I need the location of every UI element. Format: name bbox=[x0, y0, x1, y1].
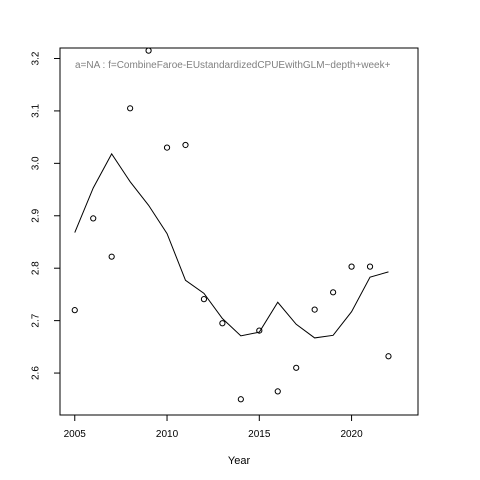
data-point bbox=[127, 105, 134, 112]
data-point bbox=[348, 263, 355, 270]
data-point bbox=[293, 364, 300, 371]
y-tick-label: 2.9 bbox=[31, 208, 42, 222]
y-axis: 2.6 2.7 2.8 2.9 3.0 3.1 3.2 bbox=[31, 51, 61, 380]
data-point bbox=[145, 47, 152, 54]
data-point bbox=[311, 306, 318, 313]
series-layer bbox=[71, 47, 392, 403]
data-point bbox=[366, 263, 374, 270]
data-point bbox=[163, 144, 171, 151]
x-axis: 2005 2010 2015 2020 bbox=[64, 414, 363, 440]
data-point bbox=[182, 141, 189, 149]
y-tick-label: 3.1 bbox=[31, 104, 42, 118]
y-tick-label: 2.8 bbox=[31, 261, 42, 275]
data-point bbox=[108, 253, 115, 260]
data-point bbox=[385, 353, 392, 360]
x-tick-label: 2015 bbox=[248, 429, 271, 440]
x-tick-label: 2010 bbox=[156, 429, 179, 440]
data-point bbox=[90, 215, 97, 222]
data-point bbox=[330, 289, 337, 296]
data-point bbox=[274, 388, 281, 395]
x-tick-label: 2005 bbox=[64, 429, 87, 440]
data-point bbox=[237, 396, 244, 403]
y-tick-label: 3.2 bbox=[31, 51, 42, 65]
data-point bbox=[71, 307, 78, 314]
y-tick-label: 2.7 bbox=[31, 313, 42, 327]
data-point bbox=[256, 327, 263, 334]
y-tick-label: 3.0 bbox=[31, 156, 42, 170]
data-point bbox=[219, 320, 226, 327]
data-point bbox=[200, 296, 208, 303]
trend-line bbox=[74, 152, 389, 339]
y-tick-label: 2.6 bbox=[31, 366, 42, 380]
x-tick-label: 2020 bbox=[340, 429, 363, 440]
chart-annotation: a=NA : f=CombineFaroe-EUstandardizedCPUE… bbox=[75, 60, 391, 71]
plot-frame bbox=[59, 47, 419, 416]
x-axis-label: Year bbox=[228, 455, 251, 467]
